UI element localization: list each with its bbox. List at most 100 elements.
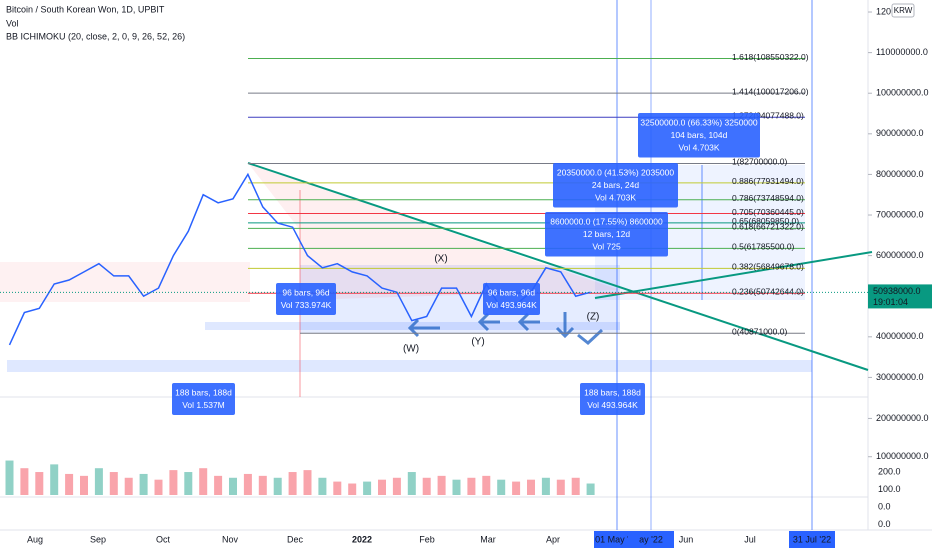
time-label: Nov bbox=[222, 534, 239, 544]
volume-bar bbox=[229, 477, 237, 495]
measure-box-bg bbox=[553, 163, 678, 208]
volume-bar bbox=[541, 477, 550, 495]
volume-bar bbox=[214, 475, 223, 495]
currency-badge[interactable] bbox=[891, 3, 915, 18]
volume-label: Vol bbox=[6, 18, 19, 28]
measure-text: 20350000.0 (41.53%) 2035000 bbox=[557, 167, 674, 177]
measure-box-bg bbox=[638, 113, 760, 158]
fib-label: 0.382(56849678.0) bbox=[732, 262, 804, 272]
volume-bar bbox=[437, 475, 446, 495]
currency[interactable]: KRW bbox=[894, 6, 913, 15]
time-label: Mar bbox=[480, 534, 496, 544]
fib-label: 0.705(70360445.0) bbox=[732, 207, 804, 217]
last-price-tag bbox=[868, 284, 932, 309]
fib-label: 0.236(50742644.0) bbox=[732, 286, 804, 296]
time-label: 01 May '22 bbox=[595, 534, 639, 544]
volume-bar bbox=[363, 481, 372, 495]
measure-box: 96 bars, 96d Vol 733.974K bbox=[276, 283, 336, 315]
time-label: Sep bbox=[90, 534, 106, 544]
volume-bar bbox=[497, 479, 506, 495]
price-tick-label: 40000000.0 bbox=[876, 331, 924, 341]
pane-tick-label: 0.0 bbox=[878, 501, 891, 511]
volume-tick-label: 200000000.0 bbox=[876, 413, 929, 423]
time-label: Oct bbox=[156, 534, 171, 544]
fib-label: 1.272(94077488.0) bbox=[732, 111, 804, 121]
cloud-shade bbox=[0, 262, 250, 302]
volume-bar bbox=[258, 475, 267, 495]
time-label: Dec bbox=[287, 534, 304, 544]
volume-bar bbox=[5, 460, 14, 495]
volume-bar bbox=[154, 479, 163, 495]
wave-label: (W) bbox=[403, 344, 419, 355]
measure-text: 96 bars, 96d bbox=[282, 287, 330, 297]
volume-bar bbox=[94, 468, 103, 495]
time-label: Feb bbox=[419, 534, 435, 544]
volume-bar bbox=[243, 473, 252, 495]
measure-text: Vol 725 bbox=[592, 241, 621, 251]
volume-bar bbox=[109, 472, 118, 495]
time-label: Aug bbox=[27, 534, 43, 544]
time-tag bbox=[789, 531, 835, 548]
measure-text: Vol 493.964K bbox=[486, 300, 537, 310]
volume-bar bbox=[273, 477, 282, 495]
time-tag bbox=[628, 531, 674, 548]
measure-text: 188 bars, 188d bbox=[175, 387, 232, 397]
fib-label: 1(82700000.0) bbox=[732, 157, 787, 167]
measure-box: 188 bars, 188d Vol 1.537M bbox=[172, 383, 235, 415]
volume-bar bbox=[50, 464, 59, 495]
volume-bar bbox=[527, 479, 535, 495]
volume-bar bbox=[35, 472, 44, 495]
measure-box: 8600000.0 (17.55%) 8600000 12 bars, 12d Vo… bbox=[545, 212, 668, 257]
volume-bar bbox=[378, 479, 386, 495]
volume-bar bbox=[452, 479, 461, 495]
volume-bar bbox=[288, 472, 297, 495]
measure-text: Vol 4.703K bbox=[678, 142, 719, 152]
volume-bar bbox=[407, 472, 416, 495]
volume-bar bbox=[571, 477, 580, 495]
volume-bar bbox=[467, 477, 476, 495]
price-axis-area bbox=[868, 0, 932, 550]
price-tick-label: 110000000.0 bbox=[876, 47, 928, 57]
volume-bar bbox=[199, 468, 208, 495]
volume-tick-label: 100000000.0 bbox=[876, 451, 929, 461]
measure-text: 12 bars, 12d bbox=[583, 229, 631, 239]
measure-text: Vol 1.537M bbox=[182, 400, 225, 410]
measure-box-bg bbox=[483, 283, 540, 315]
pane-tick-label: 0.0 bbox=[878, 519, 891, 529]
measure-box-bg bbox=[276, 283, 336, 315]
volume-bar bbox=[318, 477, 327, 495]
trendline bbox=[594, 251, 873, 299]
measure-text: Vol 733.974K bbox=[281, 300, 332, 310]
time-label: ay '22 bbox=[639, 534, 663, 544]
symbol-title: Bitcoin / South Korean Won, 1D, UPBIT bbox=[6, 4, 165, 14]
wave-label: (Z) bbox=[587, 312, 600, 323]
measure-text: 96 bars, 96d bbox=[488, 287, 536, 297]
wave-label: (X) bbox=[434, 254, 447, 265]
volume-bar bbox=[139, 473, 148, 495]
volume-bar bbox=[482, 475, 491, 495]
fib-label: 0.618(66721322.0) bbox=[732, 222, 804, 232]
pane-tick-label: 200.0 bbox=[878, 466, 901, 476]
fib-label: 0.5(61785500.0) bbox=[732, 242, 795, 252]
volume-bar bbox=[392, 477, 401, 495]
price-tick-label: 30000000.0 bbox=[876, 372, 924, 382]
countdown: 19:01:04 bbox=[873, 297, 908, 307]
fib-label: 0.65(68059850.0) bbox=[732, 216, 799, 226]
volume-bar bbox=[512, 481, 521, 495]
price-tick-label: 80000000.0 bbox=[876, 169, 924, 179]
price-tick-label: 70000000.0 bbox=[876, 209, 924, 219]
volume-bar bbox=[556, 479, 565, 495]
last-price: 50938000.0 bbox=[873, 286, 921, 296]
volume-bar bbox=[80, 475, 88, 495]
pane-tick-label: 100.0 bbox=[878, 484, 901, 494]
time-label: 31 Jul '22 bbox=[793, 534, 831, 544]
measure-box-bg bbox=[172, 383, 235, 415]
price-tick-label: 60000000.0 bbox=[876, 250, 924, 260]
fib-label: 0.886(77931494.0) bbox=[732, 176, 804, 186]
measure-box: 96 bars, 96d Vol 493.964K bbox=[483, 283, 540, 315]
volume-bar bbox=[65, 473, 74, 495]
price-tick-label: 90000000.0 bbox=[876, 128, 924, 138]
time-label: Jun bbox=[679, 534, 694, 544]
